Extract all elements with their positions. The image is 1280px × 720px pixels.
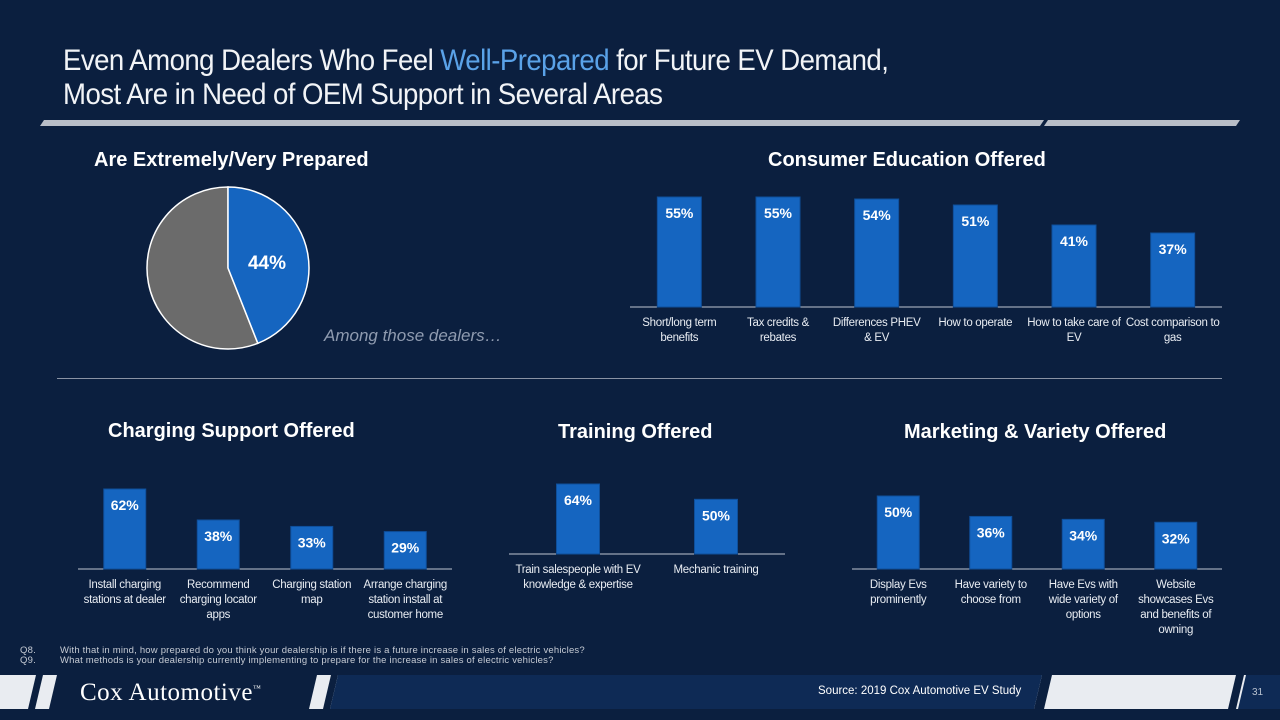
consumer-category-label: Differences PHEV & EV xyxy=(832,317,921,344)
training-value-label: 64% xyxy=(564,492,593,508)
consumer-bar xyxy=(854,198,900,308)
charging-category-label: Recommend charging locator apps xyxy=(179,579,257,621)
consumer-value-label: 51% xyxy=(961,213,990,229)
marketing-value-label: 50% xyxy=(884,504,913,520)
charging-category-label: Install charging stations at dealer xyxy=(83,579,166,606)
footnote-q9: Q9. What methods is your dealership curre… xyxy=(20,655,554,666)
page-title: Even Among Dealers Who Feel Well-Prepare… xyxy=(63,44,983,112)
cox-automotive-logo: Cox Automotive™ xyxy=(80,679,261,707)
footnote-number: Q8. xyxy=(20,645,36,656)
footnote-q8: Q8. With that in mind, how prepared do yo… xyxy=(20,645,585,656)
marketing-bar xyxy=(876,495,920,570)
marketing-category-label: Website showcases Evs and benefits of ow… xyxy=(1138,579,1214,636)
footnote-text: What methods is your dealership currentl… xyxy=(60,655,554,666)
logo-text: Cox Automotive xyxy=(80,679,253,706)
footnote-text: With that in mind, how prepared do you t… xyxy=(60,645,585,656)
charging-chart-title: Charging Support Offered xyxy=(108,420,355,442)
marketing-value-label: 34% xyxy=(1069,527,1098,543)
training-value-label: 50% xyxy=(702,507,731,523)
consumer-category-label: Cost comparison to gas xyxy=(1125,317,1220,344)
among-dealers-note: Among those dealers… xyxy=(324,326,502,345)
marketing-category-label: Have variety to choose from xyxy=(954,579,1028,606)
title-line-1: Even Among Dealers Who Feel xyxy=(63,44,441,77)
footer-band xyxy=(0,675,1280,709)
consumer-value-label: 41% xyxy=(1060,233,1089,249)
marketing-value-label: 32% xyxy=(1162,530,1191,546)
title-line-1-end: for Future EV Demand, xyxy=(609,44,889,77)
marketing-category-label: Have Evs with wide variety of options xyxy=(1048,579,1118,621)
pie-slice-prepared xyxy=(227,186,310,345)
consumer-category-label: How to operate xyxy=(938,317,1013,329)
marketing-category-label: Display Evs prominently xyxy=(869,579,927,606)
charging-bar xyxy=(290,525,334,570)
pie-chart-title: Are Extremely/Very Prepared xyxy=(94,149,369,171)
page-number: 31 xyxy=(1252,687,1264,698)
consumer-bar xyxy=(1051,224,1097,308)
training-bar xyxy=(556,483,600,555)
consumer-bar xyxy=(755,196,801,308)
marketing-bar xyxy=(969,515,1013,570)
charging-value-label: 29% xyxy=(391,540,420,556)
pie-value-label: 44% xyxy=(248,253,286,274)
consumer-category-label: Tax credits & rebates xyxy=(747,317,809,344)
training-chart-title: Training Offered xyxy=(558,421,713,443)
pie-slice-rest xyxy=(146,186,259,350)
logo-trademark: ™ xyxy=(252,683,262,693)
consumer-value-label: 55% xyxy=(665,205,694,221)
consumer-category-label: Short/long term benefits xyxy=(642,317,717,344)
title-highlight: Well-Prepared xyxy=(440,44,610,77)
charging-value-label: 38% xyxy=(204,528,233,544)
training-category-label: Train salespeople with EV knowledge & ex… xyxy=(515,564,641,591)
title-line-2: Most Are in Need of OEM Support in Sever… xyxy=(63,78,663,111)
consumer-bar xyxy=(952,204,998,308)
marketing-bar xyxy=(1061,518,1105,570)
marketing-bar xyxy=(1154,521,1198,570)
consumer-bar xyxy=(1150,232,1196,308)
charging-category-label: Charging station map xyxy=(272,579,352,606)
consumer-bar xyxy=(656,196,702,308)
charging-bar xyxy=(383,531,427,570)
consumer-category-label: How to take care of EV xyxy=(1027,317,1121,344)
consumer-value-label: 37% xyxy=(1159,241,1188,257)
charging-bar xyxy=(103,488,147,570)
charging-category-label: Arrange charging station install at cust… xyxy=(363,579,448,621)
footnote-number: Q9. xyxy=(20,655,36,666)
training-bar xyxy=(694,498,738,555)
source-note: Source: 2019 Cox Automotive EV Study xyxy=(818,685,1022,697)
consumer-value-label: 55% xyxy=(764,205,793,221)
charging-value-label: 62% xyxy=(111,497,140,513)
charging-bar xyxy=(196,519,240,570)
section-divider xyxy=(57,378,1222,379)
training-category-label: Mechanic training xyxy=(673,564,759,576)
marketing-value-label: 36% xyxy=(977,524,1006,540)
marketing-chart-title: Marketing & Variety Offered xyxy=(904,421,1167,443)
consumer-value-label: 54% xyxy=(863,207,892,223)
consumer-chart-title: Consumer Education Offered xyxy=(768,149,1046,171)
title-rule xyxy=(40,120,1240,126)
charging-value-label: 33% xyxy=(298,534,327,550)
